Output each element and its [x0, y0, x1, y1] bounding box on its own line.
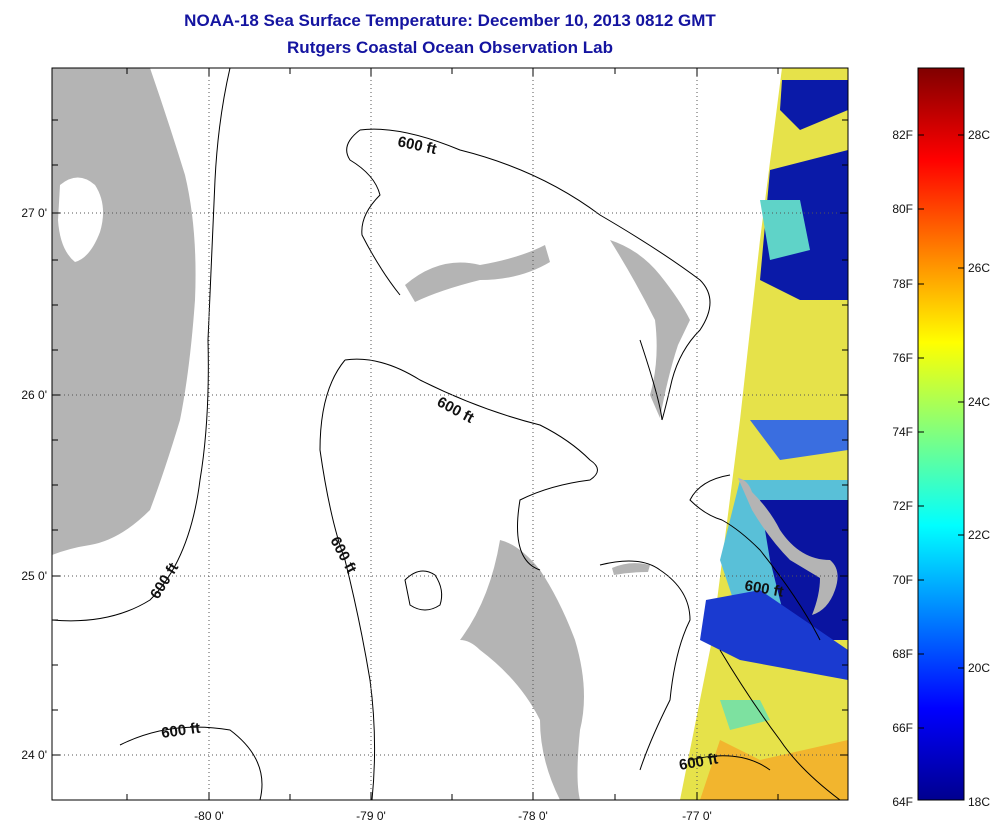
- lat-label: 26 0': [21, 388, 47, 402]
- eleuthera-land: [738, 478, 838, 615]
- abaco-land: [610, 240, 690, 418]
- map-frame: [51, 67, 849, 801]
- contour-label: 600 ft: [326, 534, 359, 577]
- colorbar-f-label: 78F: [892, 277, 913, 291]
- map-title: NOAA-18 Sea Surface Temperature: Decembe…: [184, 11, 716, 30]
- contour-label: 600 ft: [160, 720, 201, 742]
- colorbar-f-label: 66F: [892, 721, 913, 735]
- berry-islands-land: [612, 563, 650, 575]
- longitude-labels: -80 0' -79 0' -78 0' -77 0': [194, 809, 712, 823]
- lon-label: -80 0': [194, 809, 224, 823]
- colorbar-f-label: 74F: [892, 425, 913, 439]
- contour-labels: 600 ft 600 ft 600 ft 600 ft 600 ft 600 f…: [147, 133, 785, 774]
- colorbar-f-label: 68F: [892, 647, 913, 661]
- lat-label: 25 0': [21, 569, 47, 583]
- lat-label: 27 0': [21, 206, 47, 220]
- colorbar-c-label: 24C: [968, 395, 990, 409]
- lat-label: 24 0': [21, 748, 47, 762]
- grand-bahama-land: [405, 245, 550, 302]
- contour-label: 600 ft: [147, 560, 182, 602]
- colorbar-f-label: 72F: [892, 499, 913, 513]
- colorbar-f-label: 80F: [892, 202, 913, 216]
- colorbar-c-label: 28C: [968, 128, 990, 142]
- colorbar-f-label: 70F: [892, 573, 913, 587]
- lon-label: -79 0': [356, 809, 386, 823]
- map-subtitle: Rutgers Coastal Ocean Observation Lab: [287, 38, 613, 57]
- colorbar-c-label: 20C: [968, 661, 990, 675]
- colorbar: 82F 80F 78F 76F 74F 72F 70F 68F 66F 64F …: [892, 67, 990, 809]
- florida-land: [52, 68, 196, 555]
- sst-swath: [680, 68, 848, 800]
- colorbar-f-label: 76F: [892, 351, 913, 365]
- colorbar-c-label: 26C: [968, 261, 990, 275]
- lon-label: -78 0': [518, 809, 548, 823]
- andros-land: [460, 540, 584, 800]
- latitude-labels: 27 0' 26 0' 25 0' 24 0': [21, 206, 47, 762]
- lon-label: -77 0': [682, 809, 712, 823]
- colorbar-f-label: 82F: [892, 128, 913, 142]
- contour-label: 600 ft: [396, 133, 438, 158]
- contour-label: 600 ft: [678, 750, 720, 774]
- contour-label: 600 ft: [743, 577, 785, 601]
- lake-okeechobee: [58, 177, 104, 262]
- colorbar-c-label: 22C: [968, 528, 990, 542]
- colorbar-c-label: 18C: [968, 795, 990, 809]
- graticule: [52, 68, 848, 800]
- contour-label: 600 ft: [434, 394, 477, 427]
- colorbar-gradient: [917, 67, 965, 801]
- colorbar-f-label: 64F: [892, 795, 913, 809]
- depth-contours: [52, 68, 841, 800]
